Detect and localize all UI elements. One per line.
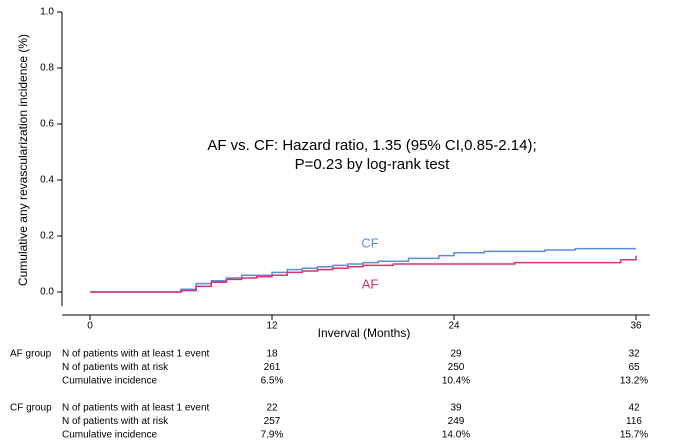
- table-cell: 65: [628, 362, 640, 373]
- y-tick-label: 0.0: [40, 287, 54, 298]
- table-cell: 7.9%: [261, 430, 284, 441]
- table-cell: 249: [448, 416, 465, 427]
- table-cell: 22: [266, 403, 278, 414]
- y-tick-label: 0.4: [40, 175, 54, 186]
- row-label: N of patients with at least 1 event: [62, 403, 210, 414]
- table-cell: 13.2%: [620, 376, 648, 387]
- row-label: Cumulative incidence: [62, 376, 157, 387]
- group-label: AF group: [10, 349, 52, 360]
- y-tick-label: 0.6: [40, 119, 54, 130]
- row-label: Cumulative incidence: [62, 430, 157, 441]
- y-tick-label: 1.0: [40, 7, 54, 18]
- row-label: N of patients with at risk: [62, 416, 169, 427]
- table-cell: 14.0%: [442, 430, 470, 441]
- x-tick-label: 0: [87, 321, 93, 332]
- series-label: CF: [361, 235, 378, 250]
- table-cell: 6.5%: [261, 376, 284, 387]
- row-label: N of patients with at risk: [62, 362, 169, 373]
- x-tick-label: 24: [448, 321, 460, 332]
- y-tick-label: 0.2: [40, 231, 54, 242]
- x-tick-label: 12: [266, 321, 278, 332]
- x-axis-title: Inverval (Months): [318, 326, 411, 340]
- step-line: [90, 247, 636, 293]
- series-label: AF: [362, 276, 379, 291]
- annotation: AF vs. CF: Hazard ratio, 1.35 (95% CI,0.…: [207, 137, 536, 154]
- group-label: CF group: [10, 403, 52, 414]
- row-label: N of patients with at least 1 event: [62, 349, 210, 360]
- y-tick-label: 0.8: [40, 63, 54, 74]
- table-cell: 18: [266, 349, 278, 360]
- table-cell: 32: [628, 349, 640, 360]
- table-cell: 39: [450, 403, 462, 414]
- annotation: P=0.23 by log-rank test: [295, 156, 451, 173]
- table-cell: 29: [450, 349, 462, 360]
- table-cell: 42: [628, 403, 640, 414]
- table-cell: 261: [264, 362, 281, 373]
- x-tick-label: 36: [630, 321, 642, 332]
- table-cell: 15.7%: [620, 430, 648, 441]
- y-axis-title: Cumulative any revascularization inciden…: [16, 34, 30, 286]
- table-cell: 10.4%: [442, 376, 470, 387]
- table-cell: 257: [264, 416, 281, 427]
- table-cell: 116: [626, 416, 642, 427]
- step-line: [90, 255, 637, 293]
- table-cell: 250: [448, 362, 465, 373]
